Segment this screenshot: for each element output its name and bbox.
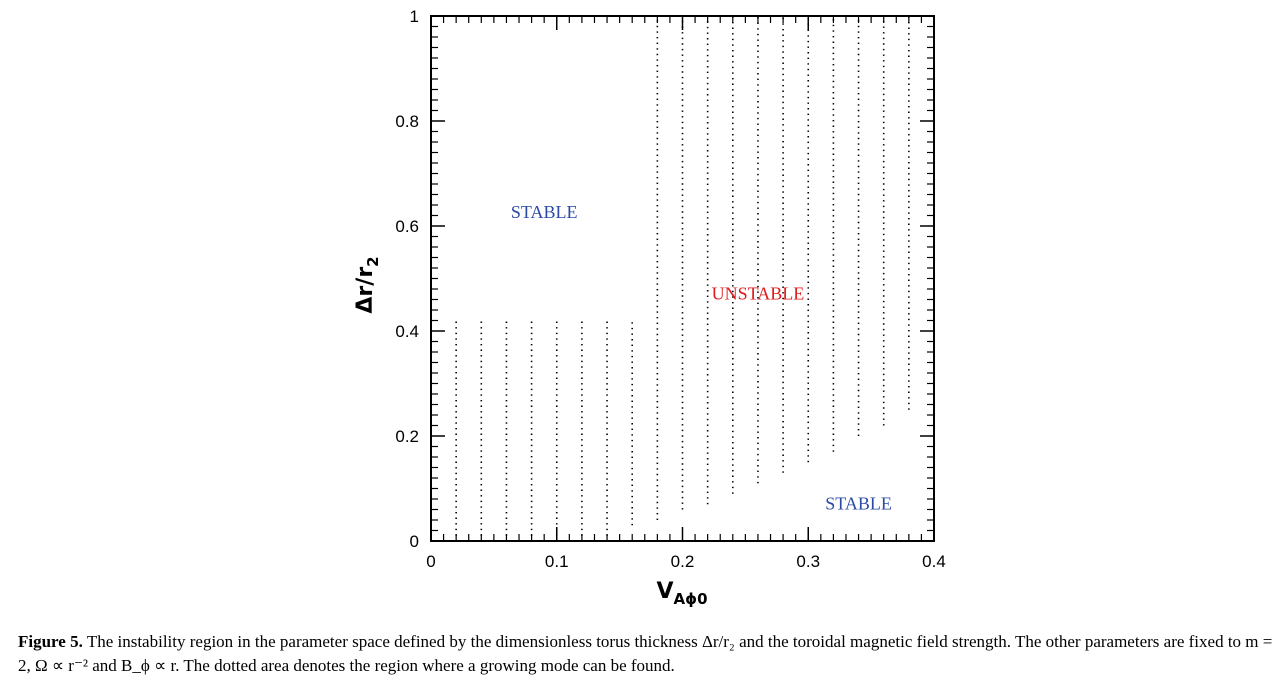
caption-text: The instability region in the parameter … [18,632,1273,675]
x-tick-label: 0.1 [545,552,569,571]
region-label: STABLE [825,494,892,514]
y-tick-label: 0.4 [395,322,419,341]
region-annotations: STABLE UNSTABLE STABLE [511,202,892,513]
y-axis-title: Δr/r2 [353,256,382,313]
figure-caption: Figure 5. The instability region in the … [18,630,1278,678]
x-tick-label: 0.2 [671,552,695,571]
y-tick-label: 0.2 [395,427,419,446]
x-axis-title-subscript: Aϕ0 [674,590,708,608]
x-tick-label: 0.3 [796,552,820,571]
figure-number: Figure 5. [18,632,83,651]
y-tick-label: 1 [410,7,419,26]
dotted-instability-region [455,16,910,536]
x-axis-title: VAϕ0 [656,579,707,608]
y-axis-title-subscript: 2 [364,256,382,266]
x-axis-title-main: V [656,579,673,604]
tick-labels: 0 0.1 0.2 0.3 0.4 0 0.2 0.4 0.6 0.8 1 [395,7,945,571]
x-tick-label: 0.4 [922,552,946,571]
region-label: UNSTABLE [712,284,805,304]
y-axis-title-main: Δr/r [353,267,378,314]
y-tick-label: 0.6 [395,217,419,236]
x-tick-label: 0 [426,552,435,571]
y-tick-label: 0.8 [395,112,419,131]
region-label: STABLE [511,202,578,222]
y-tick-label: 0 [410,532,419,551]
chart: 0 0.1 0.2 0.3 0.4 0 0.2 0.4 0.6 0.8 1 STABLE UNSTAB… [353,7,946,608]
plot-frame [430,15,935,542]
